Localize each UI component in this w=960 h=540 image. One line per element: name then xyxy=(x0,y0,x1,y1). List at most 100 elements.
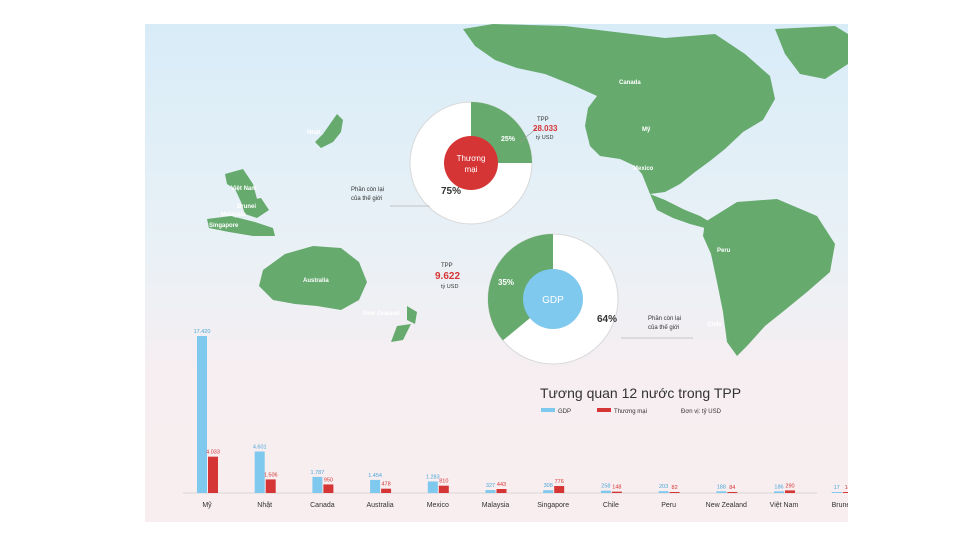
bar-gdp-5 xyxy=(485,490,496,493)
map-label-mexico: Mexico xyxy=(633,166,654,172)
bar-gdp-6 xyxy=(543,490,554,493)
bar-gdp-8 xyxy=(658,491,669,493)
gdp-donut: GDP 35% 64% TPP 9.622 tỷ USD Phần còn lạ… xyxy=(435,233,693,365)
bar-gdp-2 xyxy=(312,476,323,493)
trade-donut-center-line2: mại xyxy=(465,165,478,174)
bar-trade-label-0: 4.033 xyxy=(206,450,220,456)
north-america-land xyxy=(463,24,775,194)
map-labels: Canada Mỹ Mexico Peru Chile Nhật Việt Na… xyxy=(209,80,731,328)
category-label-1: Nhật xyxy=(257,502,272,509)
bar-trade-label-1: 1.506 xyxy=(264,472,278,478)
bar-gdp-label-5: 327 xyxy=(486,483,495,489)
gdp-tpp-value: 9.622 xyxy=(435,271,460,282)
bar-gdp-label-3: 1.454 xyxy=(368,473,382,479)
bar-gdp-label-2: 1.787 xyxy=(311,470,325,476)
trade-donut-rest-pct: 75% xyxy=(441,186,461,197)
bar-trade-label-11: 14 xyxy=(845,485,848,491)
bar-gdp-label-10: 186 xyxy=(774,484,783,490)
gdp-donut-center-label: GDP xyxy=(542,295,564,306)
world-map xyxy=(207,24,848,356)
map-label-brunei: Brunei xyxy=(237,204,256,210)
bar-trade-label-10: 290 xyxy=(785,483,794,489)
gdp-tpp-label: TPP xyxy=(441,263,453,269)
australia-land xyxy=(259,246,367,310)
bar-trade-11 xyxy=(842,492,848,493)
map-label-chile: Chile xyxy=(707,322,722,328)
bar-trade-5 xyxy=(496,489,507,493)
bar-trade-1 xyxy=(265,479,276,493)
bar-trade-3 xyxy=(381,488,392,493)
bar-trade-6 xyxy=(554,486,565,493)
bar-gdp-0 xyxy=(197,336,207,493)
category-label-4: Mexico xyxy=(427,502,449,509)
trade-donut-tpp-pct: 25% xyxy=(501,136,516,143)
gdp-donut-tpp-pct: 35% xyxy=(498,278,514,287)
map-label-newzealand: New Zealand xyxy=(363,311,400,317)
bar-gdp-10 xyxy=(774,491,784,493)
category-label-2: Canada xyxy=(310,502,335,509)
trade-donut-hole xyxy=(444,136,498,190)
trade-donut-center-line1: Thương xyxy=(457,154,486,163)
infographic-card: Canada Mỹ Mexico Peru Chile Nhật Việt Na… xyxy=(145,24,848,522)
bar-trade-label-7: 148 xyxy=(612,485,621,491)
trade-callout-line xyxy=(519,127,538,143)
map-label-peru: Peru xyxy=(717,248,731,254)
bar-trade-10 xyxy=(785,490,795,493)
legend-trade-swatch xyxy=(597,408,611,412)
bar-gdp-11 xyxy=(831,492,842,493)
bar-trade-label-5: 443 xyxy=(497,482,506,488)
trade-rest-label-line2: của thế giới xyxy=(351,195,382,202)
bar-gdp-label-9: 188 xyxy=(717,484,726,490)
indonesia-land xyxy=(207,216,275,236)
category-label-7: Chile xyxy=(603,502,619,509)
gdp-donut-tpp-slice xyxy=(487,234,553,341)
bar-gdp-3 xyxy=(370,479,381,493)
bar-trade-2 xyxy=(323,484,334,493)
category-label-8: Peru xyxy=(661,502,676,509)
bar-gdp-label-6: 308 xyxy=(544,483,553,489)
bar-gdp-label-0: 17.420 xyxy=(194,329,211,335)
bar-trade-label-8: 82 xyxy=(672,485,678,491)
bar-gdp-label-4: 1.283 xyxy=(426,474,440,480)
legend-gdp-swatch xyxy=(541,408,555,412)
bar-trade-7 xyxy=(611,491,622,493)
category-label-6: Singapore xyxy=(537,502,569,509)
bar-trade-label-9: 84 xyxy=(729,485,735,491)
bar-gdp-9 xyxy=(716,491,727,493)
gdp-rest-label-line1: Phần còn lại xyxy=(648,316,681,322)
infographic-svg: Canada Mỹ Mexico Peru Chile Nhật Việt Na… xyxy=(183,24,848,509)
bar-gdp-label-7: 258 xyxy=(601,484,610,490)
borneo-land xyxy=(241,198,269,218)
map-label-vietnam: Việt Nam xyxy=(231,186,257,192)
chart-title: Tương quan 12 nước trong TPP xyxy=(540,385,741,401)
legend-trade-label: Thương mại xyxy=(614,409,647,415)
greenland-land xyxy=(775,26,848,79)
trade-tpp-label: TPP xyxy=(537,117,549,123)
map-label-singapore: Singapore xyxy=(209,223,239,229)
bar-gdp-label-11: 17 xyxy=(834,485,840,491)
category-label-0: Mỹ xyxy=(202,502,212,509)
bar-trade-label-6: 776 xyxy=(555,479,564,485)
trade-tpp-value: 28.033 xyxy=(533,124,558,133)
bar-gdp-4 xyxy=(427,481,438,493)
legend-gdp-label: GDP xyxy=(558,409,571,415)
bar-trade-label-2: 950 xyxy=(324,477,333,483)
gdp-tpp-unit: tỷ USD xyxy=(441,283,458,290)
gdp-rest-label-line2: của thế giới xyxy=(648,324,679,331)
bar-trade-9 xyxy=(727,492,738,493)
category-label-3: Australia xyxy=(366,502,393,509)
bar-gdp-label-1: 4.601 xyxy=(253,445,267,451)
category-label-9: New Zealand xyxy=(706,502,747,509)
trade-tpp-unit: tỷ USD xyxy=(536,134,553,141)
map-label-canada: Canada xyxy=(619,80,641,86)
map-label-malaysia: Malaysia xyxy=(221,212,247,218)
gdp-donut-hole xyxy=(523,269,583,329)
japan-land xyxy=(315,114,343,148)
bar-chart: Tương quan 12 nước trong TPP GDP Thương … xyxy=(183,329,848,509)
map-label-my: Mỹ xyxy=(642,127,651,133)
bar-trade-0 xyxy=(208,456,218,493)
bar-trade-4 xyxy=(438,485,449,493)
central-america-land xyxy=(650,194,710,228)
category-label-5: Malaysia xyxy=(482,502,510,509)
